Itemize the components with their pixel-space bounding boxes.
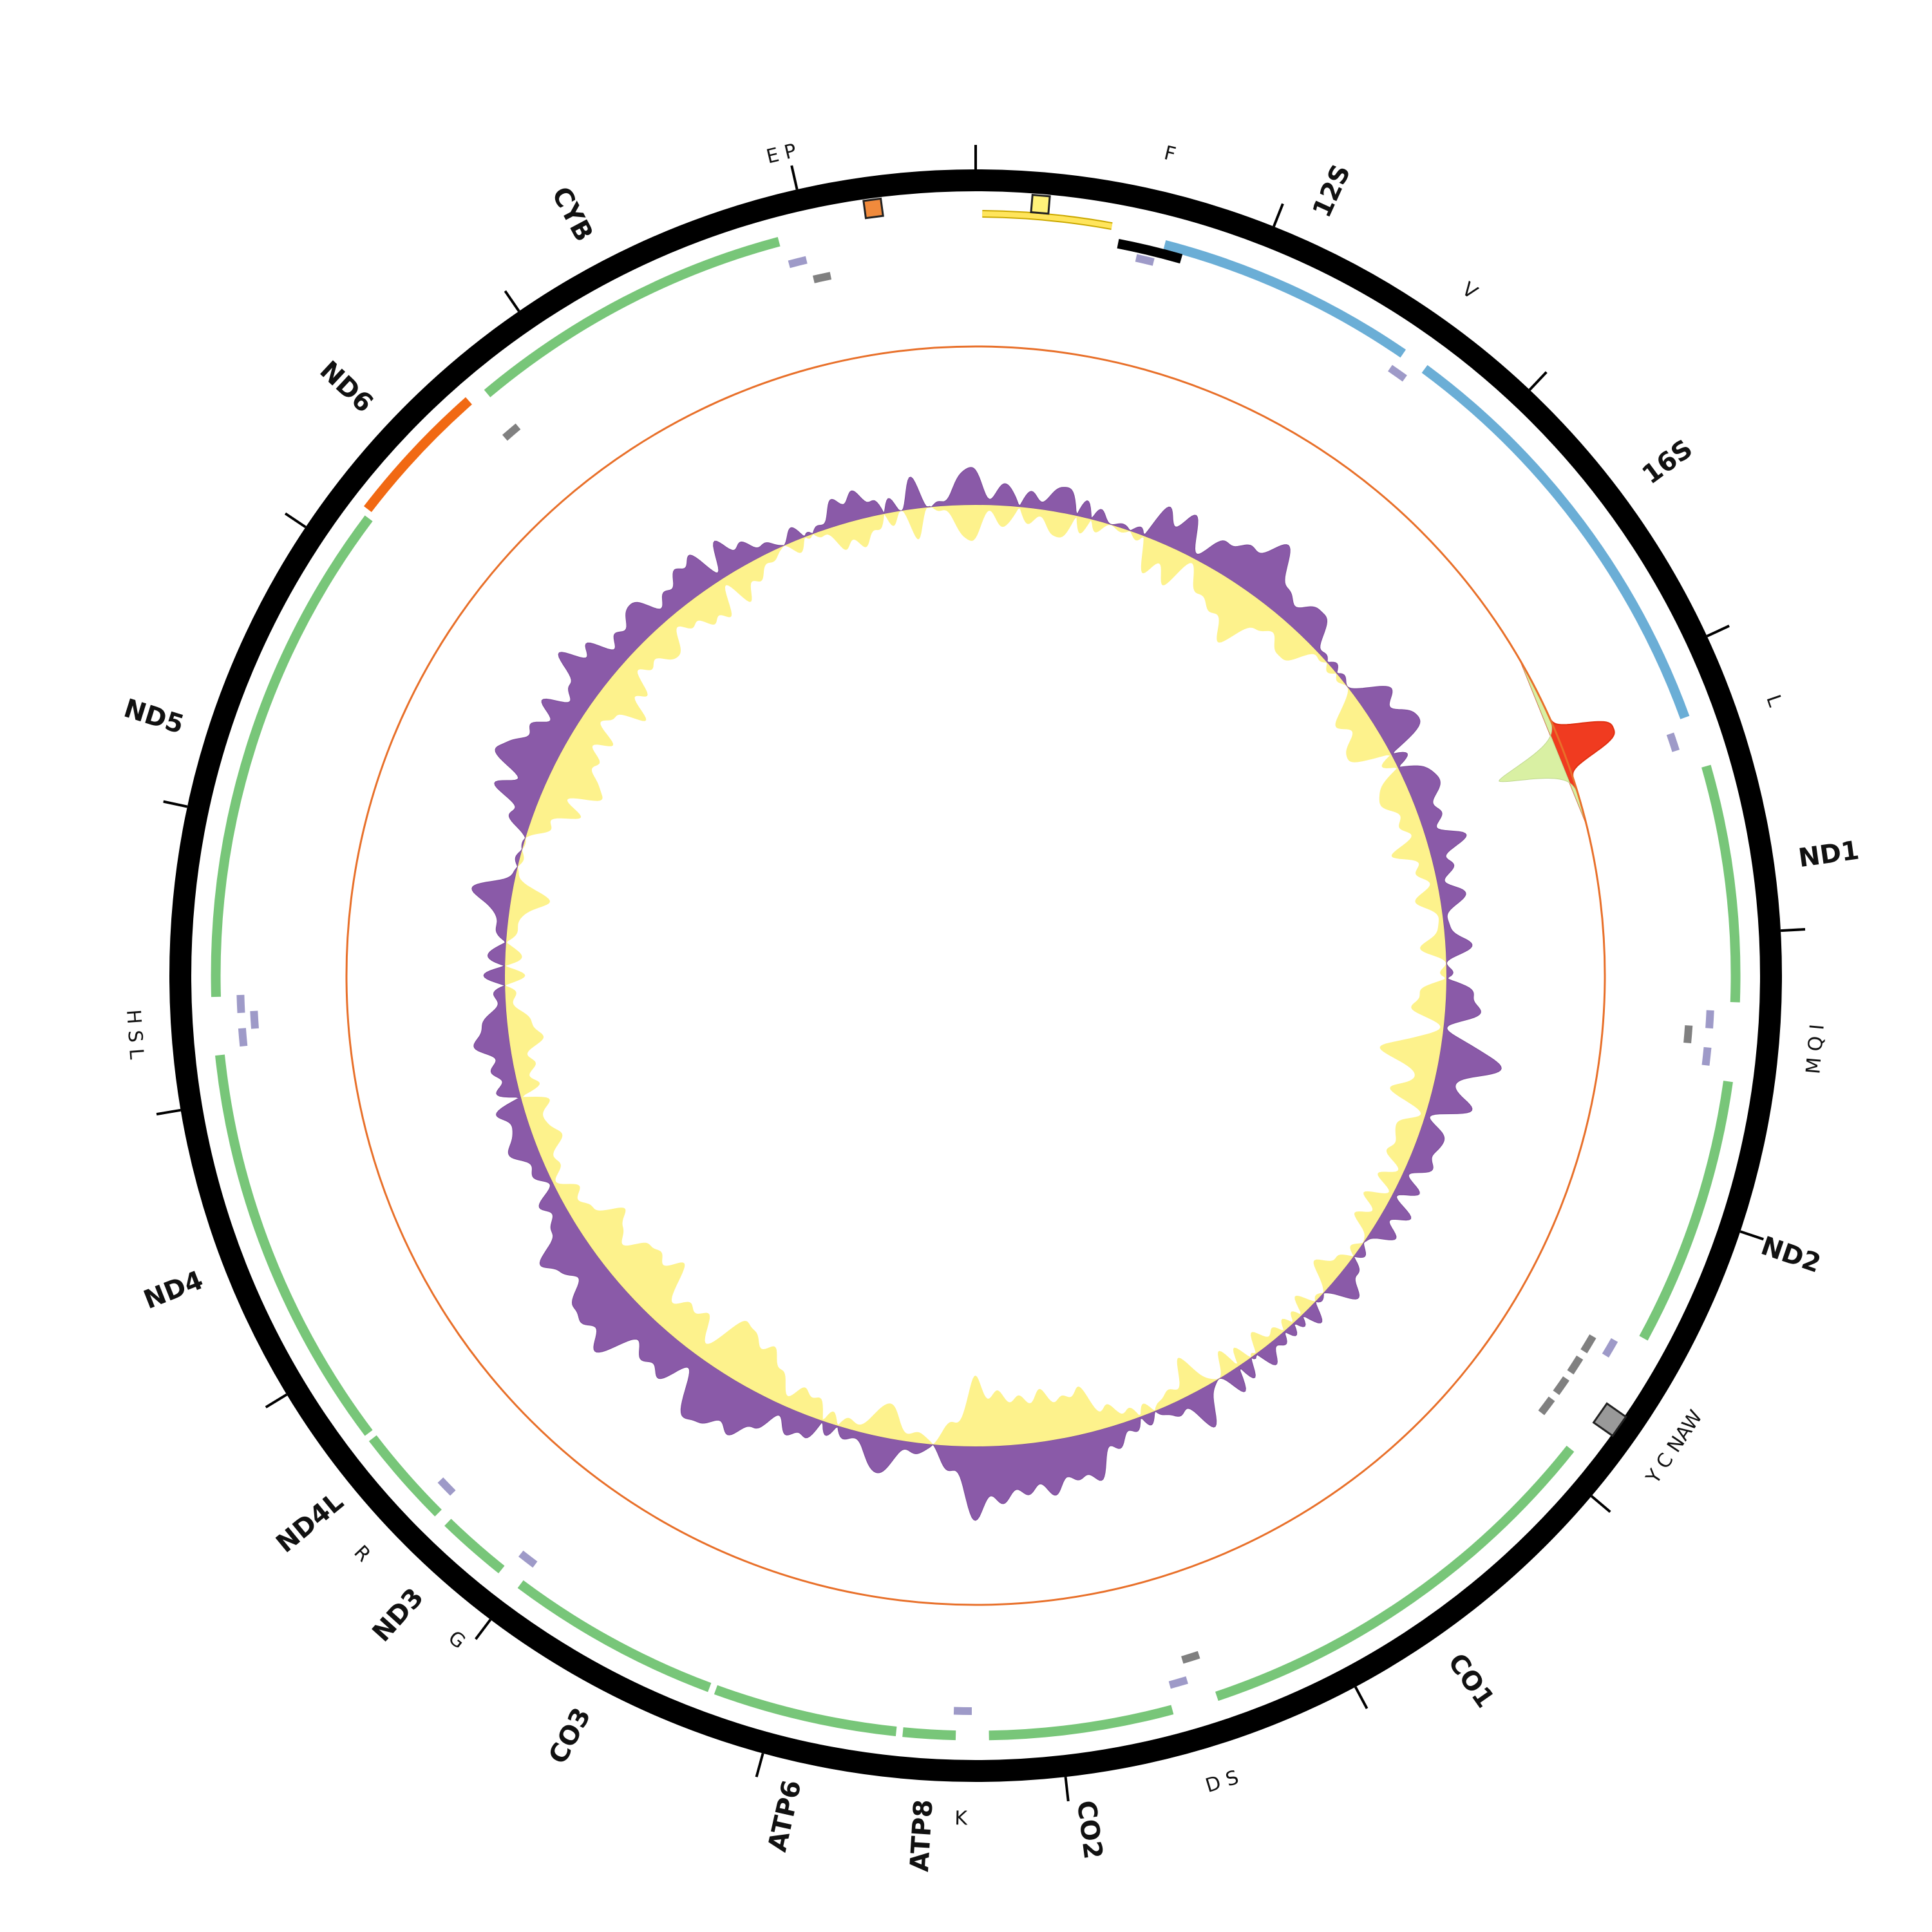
trna-mark: [250, 1010, 259, 1029]
gene-arc: [1163, 240, 1406, 358]
trna-mark: [1705, 1010, 1714, 1029]
control-region-arc: [982, 211, 1113, 229]
repeat-mark: [813, 272, 832, 283]
gene-arc: [444, 1519, 505, 1574]
scale-tick: [1064, 1776, 1070, 1802]
feature-box: [1592, 1402, 1627, 1437]
trna-mark: [238, 1028, 248, 1047]
repeat-mark: [502, 423, 521, 441]
gene-arc: [902, 1727, 956, 1741]
trna-label: K: [954, 1807, 969, 1830]
repeat-mark: [1553, 1376, 1569, 1396]
scale-tick: [265, 1393, 288, 1408]
trna-mark: [1168, 1676, 1188, 1689]
scale-tick: [790, 165, 799, 190]
genome-ring: [169, 169, 1782, 1782]
feature-box: [1030, 194, 1051, 215]
repeat-mark: [1181, 1651, 1200, 1664]
trna-mark: [518, 1550, 538, 1568]
trna-mark: [1135, 254, 1155, 266]
gene-arc: [1117, 238, 1183, 264]
gene-arc: [989, 1705, 1174, 1741]
feature-box: [862, 197, 884, 220]
repeat-mark: [1683, 1025, 1693, 1044]
trna-mark: [953, 1707, 972, 1715]
trna-mark: [1666, 732, 1680, 752]
gene-arc: [1215, 1445, 1575, 1701]
gene-arc: [215, 1054, 373, 1436]
gene-arc: [1639, 1081, 1733, 1341]
scale-tick: [1273, 203, 1284, 227]
scale-tick: [504, 290, 520, 312]
repeat-mark: [1580, 1334, 1596, 1354]
scale-tick: [156, 1108, 181, 1116]
trna-label: H S L: [122, 1009, 147, 1060]
gene-arc: [368, 1435, 442, 1517]
gene-arc: [211, 515, 373, 998]
trna-mark: [1701, 1046, 1712, 1066]
gene-arc: [1421, 365, 1690, 719]
trna-mark: [437, 1477, 456, 1496]
scale-tick: [755, 1753, 764, 1777]
repeat-mark: [1538, 1396, 1555, 1416]
gene-arc: [1701, 764, 1741, 1003]
scale-tick: [475, 1618, 492, 1640]
gene-arc: [484, 236, 781, 397]
scale-tick: [284, 512, 307, 529]
trna-mark: [788, 256, 808, 269]
scale-tick: [1528, 371, 1548, 391]
scale-tick: [1706, 625, 1730, 638]
scale-tick: [1590, 1495, 1611, 1513]
repeat-mark: [1567, 1355, 1584, 1375]
trna-label: M Q I: [1802, 1023, 1829, 1075]
scale-tick: [1780, 927, 1806, 933]
trna-mark: [236, 994, 245, 1014]
scale-tick: [1354, 1686, 1368, 1709]
scale-tick: [1739, 1230, 1764, 1241]
trna-mark: [1388, 365, 1407, 382]
gene-arc: [517, 1580, 712, 1692]
coverage-ring: [345, 345, 1606, 1606]
scale-tick: [163, 800, 188, 808]
gene-arc: [714, 1685, 897, 1736]
trna-mark: [1602, 1338, 1618, 1358]
gene-label: ATP8: [905, 1799, 939, 1873]
gene-arc: [363, 397, 472, 513]
